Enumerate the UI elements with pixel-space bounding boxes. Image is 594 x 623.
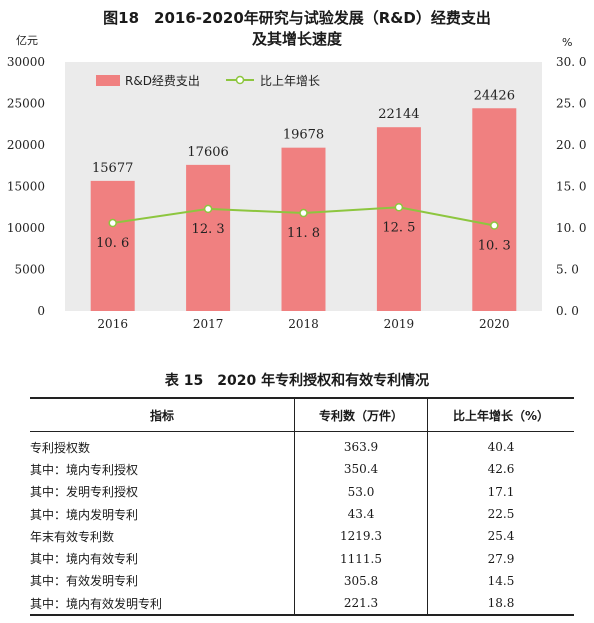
right-tick-label: 10. 0 bbox=[556, 221, 587, 235]
table-row: 其中：境内有效发明专利 221.3 18.8 bbox=[30, 592, 574, 617]
row-growth: 27.9 bbox=[427, 547, 574, 570]
left-tick-label: 20000 bbox=[7, 138, 45, 152]
table-row: 其中：境内专利授权 350.4 42.6 bbox=[30, 458, 574, 481]
x-tick-label: 2017 bbox=[193, 317, 224, 331]
table-row: 专利授权数 363.9 40.4 bbox=[30, 431, 574, 459]
bar bbox=[472, 108, 517, 312]
row-indicator-label: 其中：境内有效发明专利 bbox=[30, 592, 295, 617]
row-indicator-label: 其中：境内有效专利 bbox=[30, 552, 139, 567]
row-growth: 18.8 bbox=[427, 592, 574, 617]
row-patent-count: 363.9 bbox=[294, 431, 428, 459]
bar-value-label: 24426 bbox=[474, 88, 515, 103]
header-growth: 比上年增长（%） bbox=[427, 397, 574, 432]
row-indicator-label: 年末有效专利数 bbox=[30, 529, 115, 544]
growth-point bbox=[203, 204, 213, 214]
right-tick-label: 15. 0 bbox=[556, 180, 587, 194]
right-tick-label: 30. 0 bbox=[556, 55, 587, 69]
table-row: 其中：境内发明专利 43.4 22.5 bbox=[30, 502, 574, 526]
growth-value-label: 10. 6 bbox=[96, 236, 129, 251]
row-indicator-label: 其中：境内专利授权 bbox=[30, 462, 139, 477]
row-growth: 17.1 bbox=[427, 480, 574, 503]
row-patent-count: 221.3 bbox=[294, 592, 428, 617]
x-tick-label: 2016 bbox=[97, 317, 128, 331]
row-indicator-label: 其中：有效发明专利 bbox=[30, 574, 139, 589]
left-tick-label: 10000 bbox=[7, 221, 45, 235]
growth-value-label: 11. 8 bbox=[287, 226, 320, 241]
row-growth: 25.4 bbox=[427, 525, 574, 548]
bar-value-label: 19678 bbox=[283, 128, 324, 143]
row-patent-count: 305.8 bbox=[294, 569, 428, 593]
growth-value-label: 10. 3 bbox=[478, 239, 511, 254]
right-tick-label: 25. 0 bbox=[556, 97, 587, 111]
bar-value-label: 15677 bbox=[92, 161, 133, 176]
legend-bar-label: R&D经费支出 bbox=[125, 74, 200, 88]
rd-expenditure-chart: 亿元 % 0 5000 10000 15000 20000 25000 30000 0. 0 5. … bbox=[7, 34, 587, 331]
table-row: 其中：有效发明专利 305.8 14.5 bbox=[30, 569, 574, 593]
left-tick-label: 15000 bbox=[7, 180, 45, 194]
legend-line-label: 比上年增长 bbox=[260, 74, 320, 88]
left-tick-label: 5000 bbox=[14, 263, 45, 277]
row-growth: 22.5 bbox=[427, 502, 574, 526]
table-row: 其中：发明专利授权 53.0 17.1 bbox=[30, 480, 574, 503]
legend-line-marker bbox=[235, 75, 245, 85]
left-tick-label: 0 bbox=[37, 304, 45, 318]
bar-value-label: 17606 bbox=[187, 145, 228, 160]
x-tick-label: 2020 bbox=[479, 317, 510, 331]
bar bbox=[186, 164, 231, 311]
x-tick-label: 2018 bbox=[288, 317, 319, 331]
right-tick-label: 0. 0 bbox=[556, 304, 579, 318]
table-row: 年末有效专利数 1219.3 25.4 bbox=[30, 525, 574, 548]
figure-title-line-1: 图18 2016-2020年研究与试验发展（R&D）经费支出 bbox=[103, 9, 491, 27]
growth-point bbox=[299, 208, 308, 218]
right-tick-label: 20. 0 bbox=[556, 138, 587, 152]
growth-point bbox=[394, 203, 404, 212]
table-title: 表 15 2020 年专利授权和有效专利情况 bbox=[164, 373, 430, 389]
left-tick-label: 25000 bbox=[7, 97, 45, 111]
row-patent-count: 350.4 bbox=[294, 458, 428, 481]
bar bbox=[376, 127, 421, 311]
growth-point bbox=[108, 218, 117, 228]
row-patent-count: 43.4 bbox=[294, 502, 428, 526]
row-indicator-label: 其中：发明专利授权 bbox=[30, 485, 139, 500]
growth-value-label: 12. 5 bbox=[382, 220, 415, 235]
row-growth: 42.6 bbox=[427, 458, 574, 481]
bar bbox=[90, 180, 135, 311]
right-tick-label: 5. 0 bbox=[556, 263, 579, 277]
left-axis-unit: 亿元 bbox=[16, 34, 38, 47]
row-patent-count: 1111.5 bbox=[294, 547, 428, 570]
row-patent-count: 1219.3 bbox=[294, 525, 428, 548]
bar-value-label: 22144 bbox=[378, 107, 419, 122]
header-indicator: 指标 bbox=[30, 397, 295, 432]
figure-title-line-2: 及其增长速度 bbox=[251, 30, 342, 48]
left-tick-label: 30000 bbox=[7, 55, 45, 69]
row-growth: 14.5 bbox=[427, 569, 574, 593]
row-indicator-label: 其中：境内发明专利 bbox=[30, 507, 139, 522]
x-tick-label: 2019 bbox=[384, 317, 415, 331]
growth-point bbox=[490, 221, 499, 230]
row-patent-count: 53.0 bbox=[294, 480, 428, 503]
row-indicator-label: 专利授权数 bbox=[30, 440, 91, 455]
table-row: 其中：境内有效专利 1111.5 27.9 bbox=[30, 547, 574, 570]
growth-value-label: 12. 3 bbox=[192, 222, 225, 237]
table-header-row: 指标 专利数（万件） 比上年增长（%） bbox=[30, 397, 574, 432]
patent-table: 指标 专利数（万件） 比上年增长（%） 专利授权数 363.9 40.4 其中：境内专… bbox=[30, 397, 574, 617]
right-axis-unit: % bbox=[562, 36, 572, 49]
header-patent-count: 专利数（万件） bbox=[294, 397, 428, 432]
row-growth: 40.4 bbox=[427, 431, 574, 459]
bar bbox=[281, 147, 326, 311]
legend-bar-swatch bbox=[96, 75, 120, 86]
